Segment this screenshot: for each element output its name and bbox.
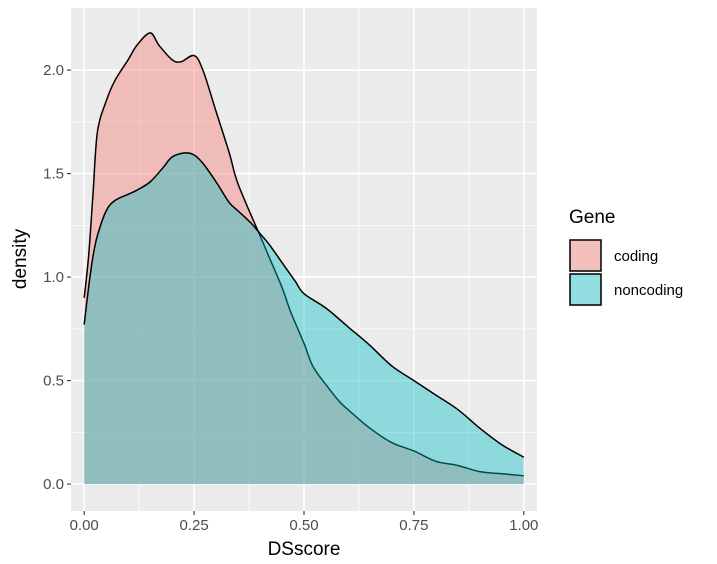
x-axis-title: DSscore xyxy=(268,539,341,560)
y-axis-title: density xyxy=(10,228,31,289)
legend-title: Gene xyxy=(569,207,615,228)
legend-items: coding noncoding xyxy=(569,239,683,306)
legend-key-noncoding xyxy=(569,273,602,306)
density-line-noncoding xyxy=(83,152,525,458)
density-line-coding xyxy=(83,32,524,477)
density-area-noncoding xyxy=(84,152,524,485)
y-tick-label: 2.0 xyxy=(43,62,64,79)
density-areas xyxy=(83,32,525,485)
y-tick-label: 1.0 xyxy=(43,269,64,286)
legend-label-noncoding: noncoding xyxy=(614,282,683,299)
y-tick-label: 0.0 xyxy=(43,476,64,493)
y-tick-label: 0.5 xyxy=(43,373,64,390)
y-axis: 0.0 0.5 1.0 1.5 2.0 xyxy=(43,62,71,493)
legend-key-bg xyxy=(569,239,602,272)
density-area-coding xyxy=(84,32,524,485)
legend-key-bg xyxy=(569,273,602,306)
major-gridlines xyxy=(71,8,537,511)
x-tick-label: 1.00 xyxy=(509,517,538,534)
legend-key-coding xyxy=(569,239,602,272)
x-axis: 0.00 0.25 0.50 0.75 1.00 xyxy=(70,511,538,534)
legend: Gene coding noncoding xyxy=(569,207,683,306)
y-tick-label: 1.5 xyxy=(43,166,64,183)
x-tick-label: 0.00 xyxy=(70,517,99,534)
x-tick-label: 0.75 xyxy=(399,517,428,534)
legend-label-coding: coding xyxy=(614,248,658,265)
x-tick-label: 0.25 xyxy=(179,517,208,534)
x-tick-label: 0.50 xyxy=(289,517,318,534)
